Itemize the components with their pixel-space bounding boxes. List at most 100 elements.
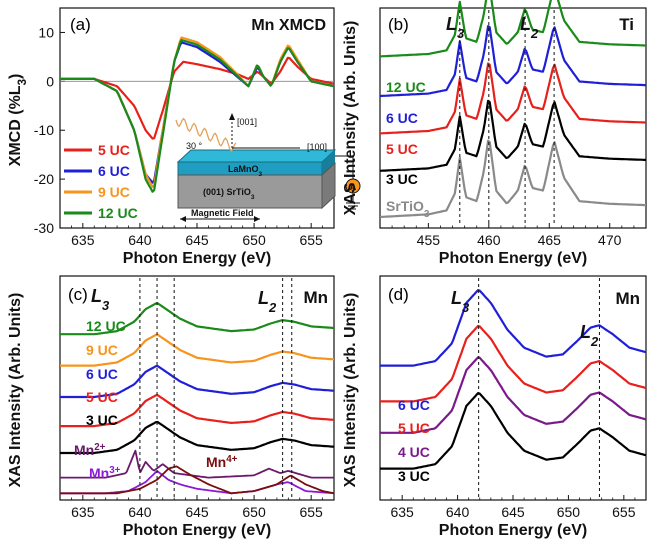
inset-substrate-label: (001) SrTiO3 xyxy=(203,187,255,201)
panel-b-edge-l2: L2 xyxy=(520,14,539,41)
panel-a-ytick-label: -10 xyxy=(34,122,54,138)
panel-a-legend-label: 6 UC xyxy=(98,163,130,179)
panel-c-series-label: 3 UC xyxy=(86,412,118,428)
panel-d-ylabel: XAS Intensity (Arb. Units) xyxy=(342,293,359,488)
inset-xray-wave-icon xyxy=(175,117,237,152)
panel-c-curve-3uc xyxy=(60,420,335,455)
panel-a-legend-label: 5 UC xyxy=(98,142,130,158)
panel-d-series-label: 4 UC xyxy=(398,444,430,460)
panel-d-curve-5uc xyxy=(380,324,647,403)
panel-c-edge-l3: L3 xyxy=(91,286,110,313)
panel-d-xtick-label: 640 xyxy=(446,504,470,520)
panel-b-curve-12uc xyxy=(379,0,646,58)
panel-c-curve-5uc xyxy=(60,394,335,428)
panel-b-series-label: 12 UC xyxy=(386,79,426,95)
inset-film-side xyxy=(322,150,335,175)
panel-a-xtick-label: 655 xyxy=(299,232,323,248)
panel-b-element: Ti xyxy=(619,15,634,34)
panel-a-legend-label: 12 UC xyxy=(98,205,138,221)
panel-a-letter: (a) xyxy=(70,15,91,34)
panel-c-ref-label: Mn4+ xyxy=(206,454,238,471)
panel-b-curve-srtio3 xyxy=(379,139,646,219)
inset-field-label: Magnetic Field xyxy=(191,208,254,218)
panel-c-ref-label: Mn2+ xyxy=(74,442,106,459)
inset-wire xyxy=(335,155,354,180)
panel-a-ytick-label: 0 xyxy=(46,73,54,89)
panel-c-series-label: 5 UC xyxy=(86,389,118,405)
panel-b-curve-5uc xyxy=(379,62,646,135)
panel-d-series-label: 3 UC xyxy=(398,468,430,484)
panel-c-curve-9uc xyxy=(60,333,335,367)
panel-b-xtick-label: 465 xyxy=(538,232,562,248)
inset-ground-icon xyxy=(346,193,360,210)
panel-c-xtick-label: 635 xyxy=(71,504,95,520)
panel-d-xtick-label: 635 xyxy=(390,504,414,520)
panel-c-xtick-label: 650 xyxy=(242,504,266,520)
panel-b-curve-3uc xyxy=(379,99,646,172)
panel-a-ytick-label: 10 xyxy=(38,24,54,40)
panel-b-curve-6uc xyxy=(379,25,646,98)
panel-b-ylabel: XAS Intensity (Arb. Units) xyxy=(342,21,359,216)
panel-a-xlabel: Photon Energy (eV) xyxy=(123,250,271,267)
panel-d-edge-l2: L2 xyxy=(580,322,599,349)
panel-b-series-label: 3 UC xyxy=(386,171,418,187)
inset-field-arrowhead-right xyxy=(254,216,260,222)
panel-c-curve-12uc xyxy=(60,302,335,336)
panel-d-series-label: 5 UC xyxy=(398,420,430,436)
panel-c-xtick-label: 655 xyxy=(299,504,323,520)
panel-d-xtick-label: 650 xyxy=(557,504,581,520)
panel-d-curve-6uc xyxy=(380,289,647,367)
panel-c-series-label: 9 UC xyxy=(86,342,118,358)
inset-substrate-side xyxy=(321,161,336,210)
panel-b-xtick-label: 455 xyxy=(417,232,441,248)
panel-c-series-label: 12 UC xyxy=(86,318,126,334)
panel-b-xtick-label: 470 xyxy=(598,232,622,248)
panel-c-curve-6uc xyxy=(60,364,335,399)
inset-film-label: LaMnO3 xyxy=(228,164,263,178)
panel-c-element: Mn xyxy=(303,288,328,307)
panel-a-ytick-label: -30 xyxy=(34,220,54,236)
panel-a-legend-label: 9 UC xyxy=(98,184,130,200)
panel-c-ylabel: XAS Intensity (Arb. Units) xyxy=(7,293,24,488)
panel-c-xtick-label: 645 xyxy=(185,504,209,520)
panel-d-xtick-label: 655 xyxy=(612,504,636,520)
panel-a-title: Mn XMCD xyxy=(251,17,326,34)
panel-b-letter: (b) xyxy=(388,15,409,34)
panel-a-curve-12uc xyxy=(60,38,335,193)
panel-b-series-label: 5 UC xyxy=(386,141,418,157)
panel-b-series-label: 6 UC xyxy=(386,110,418,126)
inset-angle-label: 30 ° xyxy=(186,141,203,151)
panel-b-sto-label: SrTiO3 xyxy=(386,198,430,220)
panel-a-xtick-label: 650 xyxy=(242,232,266,248)
inset-ammeter-label: A xyxy=(350,182,357,192)
panel-c-edge-l2: L2 xyxy=(258,288,277,315)
panel-a-xtick-label: 645 xyxy=(185,232,209,248)
panel-b-xtick-label: 460 xyxy=(477,232,501,248)
inset-001-arrowhead xyxy=(229,113,235,120)
panel-b-xlabel: Photon Energy (eV) xyxy=(439,250,587,267)
panel-d-curve-3uc xyxy=(380,392,647,470)
panel-c-xtick-label: 640 xyxy=(128,504,152,520)
panel-d-xlabel: Photon Energy (eV) xyxy=(439,522,587,539)
inset-100-label: [100] xyxy=(307,142,327,152)
panel-d-letter: (d) xyxy=(388,285,409,304)
panel-c-series-label: 6 UC xyxy=(86,366,118,382)
panel-d-element: Mn xyxy=(615,289,640,308)
panel-d-series-label: 6 UC xyxy=(398,397,430,413)
panel-b-edge-l3: L3 xyxy=(446,14,465,41)
panel-a-curve-5uc xyxy=(60,56,335,140)
panel-a-ytick-label: -20 xyxy=(34,171,54,187)
inset-field-arrowhead-left xyxy=(180,216,186,222)
panel-c-ref-label: Mn3+ xyxy=(89,465,121,482)
panel-a-ylabel: XMCD (%L3) xyxy=(7,74,29,167)
panel-c-ref-mn4p xyxy=(60,465,335,495)
panel-d-curve-4uc xyxy=(380,356,647,434)
panel-c-ref-mn2p xyxy=(60,449,334,479)
panel-d-xtick-label: 645 xyxy=(501,504,525,520)
panel-a-xtick-label: 635 xyxy=(71,232,95,248)
panel-c-xlabel: Photon Energy (eV) xyxy=(123,522,271,539)
panel-c-letter: (c) xyxy=(68,285,88,304)
inset-001-label: [001] xyxy=(237,117,257,127)
panel-a-xtick-label: 640 xyxy=(128,232,152,248)
